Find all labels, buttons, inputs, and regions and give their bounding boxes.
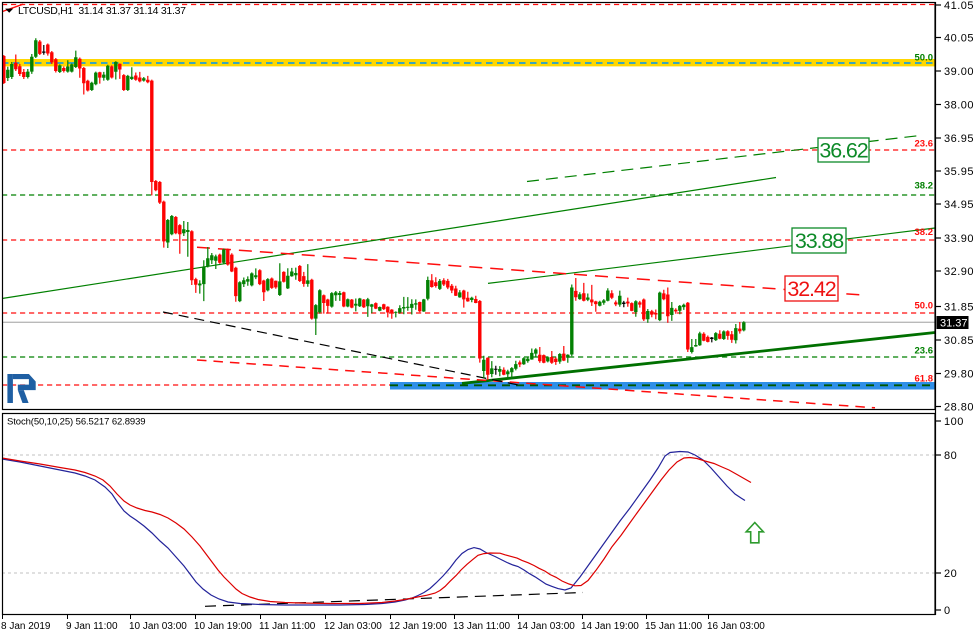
svg-text:23.6: 23.6 xyxy=(915,139,934,150)
svg-text:30.85: 30.85 xyxy=(944,335,974,347)
svg-text:15 Jan 11:00: 15 Jan 11:00 xyxy=(645,621,703,632)
svg-text:23.6: 23.6 xyxy=(915,346,934,357)
svg-text:0: 0 xyxy=(944,605,951,617)
svg-text:34.95: 34.95 xyxy=(944,199,974,211)
svg-text:10 Jan 19:00: 10 Jan 19:00 xyxy=(194,621,252,632)
svg-text:16 Jan 03:00: 16 Jan 03:00 xyxy=(707,621,765,632)
svg-text:40.05: 40.05 xyxy=(944,32,974,44)
svg-text:9 Jan 11:00: 9 Jan 11:00 xyxy=(66,621,118,632)
svg-text:12 Jan 19:00: 12 Jan 19:00 xyxy=(389,621,447,632)
svg-text:28.80: 28.80 xyxy=(944,401,974,413)
svg-text:33.90: 33.90 xyxy=(944,233,974,245)
svg-text:12 Jan 03:00: 12 Jan 03:00 xyxy=(324,621,382,632)
svg-text:35.95: 35.95 xyxy=(944,166,974,178)
svg-text:33.88: 33.88 xyxy=(795,229,844,253)
svg-text:36.62: 36.62 xyxy=(819,139,867,163)
svg-text:20: 20 xyxy=(944,568,957,580)
svg-text:14 Jan 03:00: 14 Jan 03:00 xyxy=(517,621,575,632)
svg-text:31.85: 31.85 xyxy=(944,301,974,313)
svg-text:29.80: 29.80 xyxy=(944,368,974,380)
svg-text:8 Jan 2019: 8 Jan 2019 xyxy=(1,621,51,632)
svg-text:100: 100 xyxy=(944,416,964,428)
svg-text:38.2: 38.2 xyxy=(915,181,934,192)
svg-text:38.00: 38.00 xyxy=(944,99,974,111)
svg-text:38.2: 38.2 xyxy=(915,227,934,238)
svg-text:41.05: 41.05 xyxy=(944,0,974,12)
svg-text:39.00: 39.00 xyxy=(944,66,974,78)
svg-text:14 Jan 19:00: 14 Jan 19:00 xyxy=(581,621,639,632)
svg-text:80: 80 xyxy=(944,450,957,462)
svg-text:Stoch(50,10,25) 56.5217 62.893: Stoch(50,10,25) 56.5217 62.8939 xyxy=(7,417,145,428)
svg-text:61.8: 61.8 xyxy=(915,374,934,385)
svg-text:31.37: 31.37 xyxy=(940,318,968,330)
svg-text:10 Jan 03:00: 10 Jan 03:00 xyxy=(129,621,187,632)
svg-text:50.0: 50.0 xyxy=(915,53,934,64)
svg-text:11 Jan 11:00: 11 Jan 11:00 xyxy=(259,621,316,632)
svg-text:LTCUSD,H1 31.14 31.37 31.14 3: LTCUSD,H1 31.14 31.37 31.14 31.37 xyxy=(18,5,186,17)
svg-text:36.95: 36.95 xyxy=(944,133,974,145)
svg-text:32.42: 32.42 xyxy=(787,277,835,301)
svg-text:32.90: 32.90 xyxy=(944,266,974,278)
svg-text:50.0: 50.0 xyxy=(915,301,934,312)
svg-text:13 Jan 11:00: 13 Jan 11:00 xyxy=(453,621,511,632)
